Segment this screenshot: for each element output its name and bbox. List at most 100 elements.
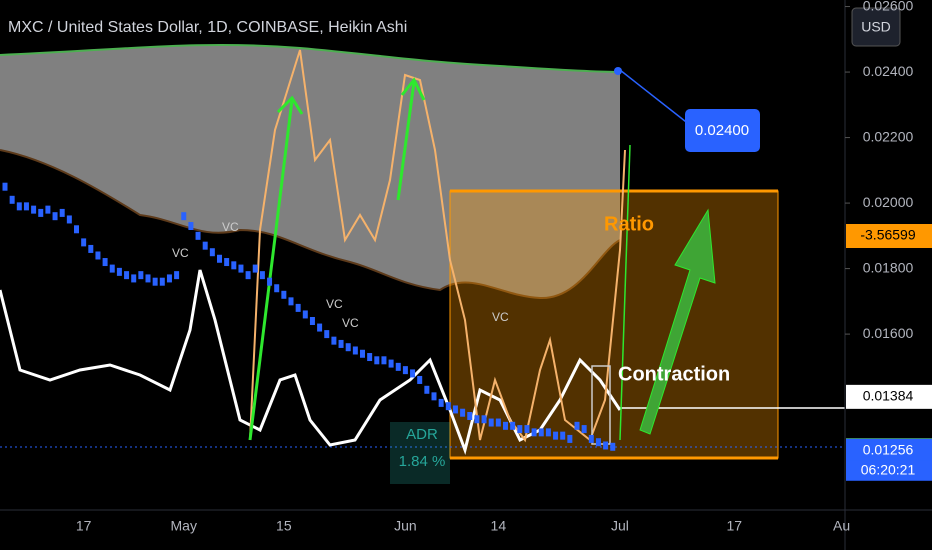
- currency-button[interactable]: [851, 7, 901, 47]
- candle: [102, 258, 108, 267]
- candle: [574, 421, 580, 430]
- candle: [45, 205, 51, 214]
- candle: [317, 323, 323, 332]
- countdown: 06:20:21: [861, 461, 916, 477]
- candle: [381, 356, 387, 365]
- x-tick-label: 15: [276, 518, 292, 534]
- price-tag-label: 0.01256: [863, 441, 914, 457]
- candle: [166, 274, 172, 283]
- candle: [324, 330, 330, 339]
- callout-label: 0.02400: [695, 122, 749, 139]
- candle: [88, 244, 94, 253]
- candle: [474, 415, 480, 424]
- candle: [417, 375, 423, 384]
- price-tag-label: 0.01384: [863, 388, 914, 404]
- adr-box: [390, 422, 450, 484]
- candle: [410, 369, 416, 378]
- candle: [174, 271, 180, 280]
- candle: [338, 339, 344, 348]
- candle: [545, 428, 551, 437]
- y-tick-label: 0.02000: [863, 194, 914, 210]
- x-tick-label: Jul: [611, 518, 629, 534]
- candle: [188, 222, 194, 231]
- y-tick-label: 0.02400: [863, 63, 914, 79]
- candle: [352, 346, 358, 355]
- price-tag: [846, 384, 932, 409]
- annotation: 1.84 %: [399, 453, 446, 470]
- candle: [531, 428, 537, 437]
- y-tick-label: 0.02200: [863, 128, 914, 144]
- band-lower: [0, 149, 621, 300]
- big-arrow: [639, 208, 716, 435]
- candle: [495, 418, 501, 427]
- candle: [16, 202, 22, 211]
- candle: [610, 442, 616, 451]
- candle: [309, 317, 315, 326]
- candle: [95, 251, 101, 260]
- candle: [467, 411, 473, 420]
- x-tick-label: 14: [491, 518, 507, 534]
- candle: [331, 336, 337, 345]
- candle: [124, 271, 130, 280]
- band-upper: [0, 44, 621, 73]
- candle: [259, 271, 265, 280]
- candle: [588, 434, 594, 443]
- candle: [560, 431, 566, 440]
- candle: [388, 359, 394, 368]
- candle: [217, 254, 222, 263]
- candle: [488, 418, 494, 427]
- ratio-box: [449, 190, 779, 459]
- candle: [152, 277, 158, 286]
- annotation: VC: [492, 310, 509, 324]
- candle: [145, 274, 151, 283]
- candle: [109, 264, 115, 273]
- candle: [517, 425, 523, 434]
- annotation: VC: [326, 297, 343, 311]
- candle: [452, 405, 458, 414]
- y-tick-label: 0.01600: [863, 325, 914, 341]
- annotation: Contraction: [618, 363, 730, 385]
- candle: [238, 264, 244, 273]
- candle: [460, 408, 466, 417]
- chart-title: MXC / United States Dollar, 1D, COINBASE…: [8, 19, 407, 36]
- annotation: VC: [222, 220, 239, 234]
- x-tick-label: Au: [833, 518, 850, 534]
- ratio-tag-label: -3.56599: [860, 227, 915, 243]
- contraction-box: [591, 365, 611, 445]
- oscillator-orange: [249, 49, 626, 443]
- candle: [295, 303, 301, 312]
- ratio-tag: [846, 224, 932, 248]
- currency[interactable]: USD: [861, 19, 891, 35]
- candle: [367, 353, 373, 362]
- candle: [481, 415, 487, 424]
- callout-dot: [614, 67, 622, 75]
- annotation: Ratio: [604, 213, 654, 235]
- candle: [252, 264, 258, 273]
- candle: [81, 238, 87, 247]
- candle: [202, 241, 208, 250]
- candle: [503, 421, 508, 430]
- x-tick-label: 17: [727, 518, 743, 534]
- candle: [281, 290, 287, 299]
- arrows: [248, 77, 631, 441]
- candle: [52, 212, 58, 221]
- band-fill: [0, 45, 620, 299]
- candle: [445, 402, 451, 411]
- candle: [603, 441, 609, 450]
- candle: [209, 248, 215, 257]
- callout-box: [685, 109, 760, 152]
- callout-line: [619, 69, 691, 126]
- candle: [195, 231, 201, 240]
- candle: [116, 267, 122, 276]
- candle: [345, 343, 351, 352]
- candle: [302, 310, 308, 319]
- candle: [23, 202, 29, 211]
- annotation: VC: [172, 246, 189, 260]
- candle: [31, 205, 37, 214]
- x-tick-label: May: [171, 518, 197, 534]
- candle: [224, 258, 230, 267]
- candle: [524, 425, 530, 434]
- candle: [274, 284, 280, 293]
- y-tick-label: 0.01800: [863, 259, 914, 275]
